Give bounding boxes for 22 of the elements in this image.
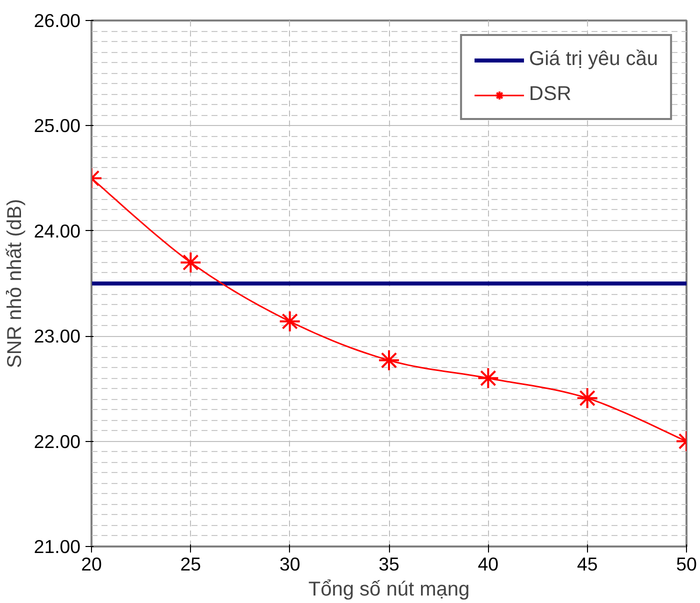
x-tick-label: 50 [676, 554, 697, 574]
point [278, 310, 301, 332]
x-tick-label: 40 [478, 554, 499, 574]
y-tick-label: 24.00 [34, 220, 80, 242]
x-tick-label: 25 [180, 554, 202, 574]
x-tick-label: 30 [279, 554, 300, 574]
x-axis-title: Tổng số nút mạng [308, 578, 470, 600]
point [576, 387, 598, 410]
y-tick-label: 25.00 [34, 115, 80, 136]
point [477, 367, 500, 390]
y-tick-label: 23.00 [34, 326, 80, 347]
point [378, 349, 400, 372]
legend-label: DSR [529, 83, 572, 106]
legend-label: Giá trị yêu cầu [529, 48, 658, 71]
y-tick-label: 21.00 [34, 536, 80, 557]
y-tick-label: 26.00 [34, 10, 80, 31]
x-tick-label: 35 [378, 554, 400, 574]
x-tick-label: 20 [81, 554, 102, 574]
point [180, 251, 202, 274]
y-tick-label: 22.00 [34, 430, 80, 452]
y-axis-title: SNR nhỏ nhất (dB) [4, 199, 26, 368]
x-tick-label: 45 [576, 554, 598, 574]
